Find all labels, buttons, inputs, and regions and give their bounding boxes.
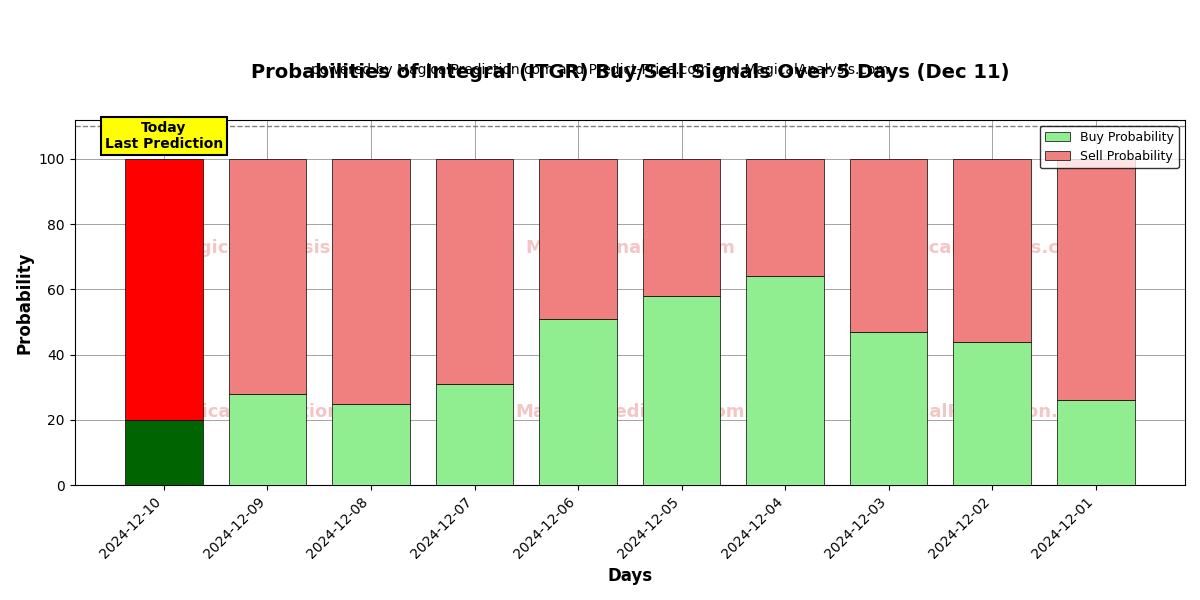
Bar [539,159,617,319]
Bar [643,159,720,296]
Bar [1057,159,1134,400]
Bar [229,159,306,394]
Text: MagicalPrediction.com: MagicalPrediction.com [870,403,1100,421]
Text: MagicalAnalysis.com: MagicalAnalysis.com [524,239,734,257]
Bar [125,420,203,485]
Bar [953,341,1031,485]
Bar [746,277,824,485]
Bar [746,159,824,277]
Bar [953,159,1031,341]
Bar [850,159,928,332]
Bar [125,159,203,420]
Text: MagicalPrediction.com: MagicalPrediction.com [160,403,389,421]
Bar [850,332,928,485]
Bar [1057,400,1134,485]
Bar [229,394,306,485]
Bar [436,159,514,384]
Bar [643,296,720,485]
Text: MagicalPrediction.com: MagicalPrediction.com [515,403,744,421]
Title: Probabilities of Integral (ITGR) Buy/Sell Signals Over 5 Days (Dec 11): Probabilities of Integral (ITGR) Buy/Sel… [251,63,1009,82]
Legend: Buy Probability, Sell Probability: Buy Probability, Sell Probability [1040,126,1178,168]
Text: MagicalAnalysis.com: MagicalAnalysis.com [169,239,379,257]
Text: Today
Last Prediction: Today Last Prediction [104,121,223,151]
Bar [332,404,410,485]
Bar [436,384,514,485]
Text: powered by MagicalPrediction.com and Predict-Price.com and MagicalAnalysis.com: powered by MagicalPrediction.com and Pre… [311,63,889,77]
Text: MagicalAnalysis.com: MagicalAnalysis.com [881,239,1090,257]
Y-axis label: Probability: Probability [16,251,34,354]
Bar [332,159,410,404]
X-axis label: Days: Days [607,567,653,585]
Bar [539,319,617,485]
